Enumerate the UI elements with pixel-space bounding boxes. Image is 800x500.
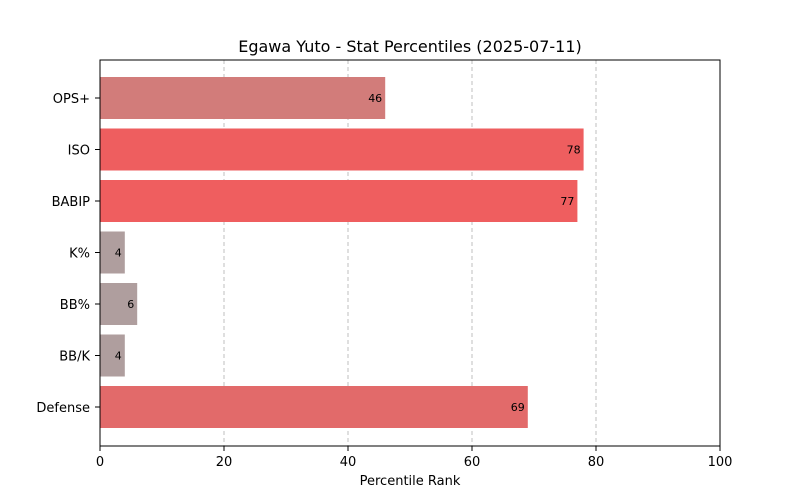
- bar-ops: [100, 77, 386, 119]
- x-tick-label: 100: [708, 455, 733, 470]
- y-tick-label: BB/K: [59, 350, 90, 365]
- y-tick-label: Defense: [36, 401, 90, 416]
- y-tick-label: OPS+: [53, 92, 90, 107]
- x-tick-label: 40: [340, 455, 357, 470]
- x-tick-label: 0: [96, 455, 104, 470]
- y-tick-label: ISO: [68, 144, 90, 159]
- bar-value-label: 6: [127, 298, 134, 311]
- bar-babip: [100, 180, 578, 222]
- y-tick-label: BB%: [60, 298, 90, 313]
- bar-bbk: [100, 334, 125, 377]
- x-tick-label: 80: [588, 455, 605, 470]
- grid-layer: [223, 60, 597, 446]
- bar-k: [100, 231, 125, 274]
- bar-value-label: 4: [115, 247, 122, 260]
- chart-title: Egawa Yuto - Stat Percentiles (2025-07-1…: [238, 37, 582, 56]
- x-axis: 0 20 40 60 80 100: [96, 446, 733, 470]
- x-axis-title: Percentile Rank: [360, 474, 461, 489]
- y-axis: OPS+ ISO BABIP K% BB% BB/K Defense: [36, 92, 100, 416]
- bar-iso: [100, 128, 584, 171]
- bar-value-label: 78: [567, 144, 581, 157]
- x-tick-label: 60: [464, 455, 481, 470]
- bar-value-label: 4: [115, 350, 122, 363]
- bar-value-label: 46: [368, 92, 382, 105]
- y-tick-label: BABIP: [52, 195, 91, 210]
- bar-bb: [100, 283, 138, 325]
- bar-value-label: 77: [560, 195, 574, 208]
- x-tick-label: 20: [216, 455, 233, 470]
- bar-value-label: 69: [511, 401, 525, 414]
- bar-defense: [100, 386, 528, 428]
- y-tick-label: K%: [69, 247, 90, 262]
